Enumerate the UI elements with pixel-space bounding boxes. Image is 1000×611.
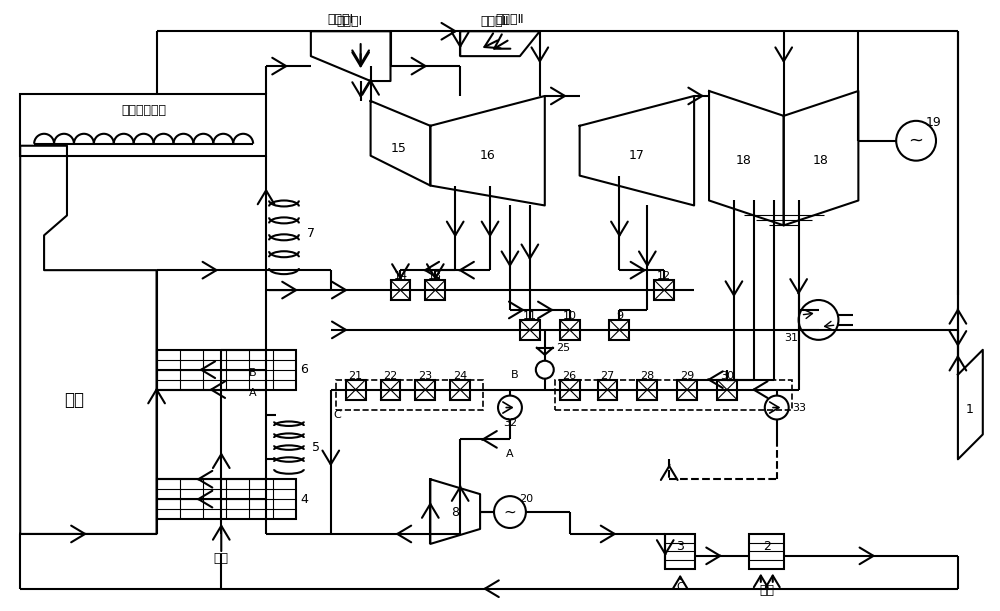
Bar — [560, 320, 580, 340]
Text: 13: 13 — [428, 271, 442, 281]
Text: 8: 8 — [451, 505, 459, 519]
Text: ~: ~ — [909, 132, 924, 150]
Text: 20: 20 — [519, 494, 533, 504]
Bar — [665, 534, 695, 569]
Text: 23: 23 — [418, 371, 432, 381]
Bar — [520, 320, 540, 340]
Text: 再热器Ⅱ: 再热器Ⅱ — [481, 15, 509, 27]
Bar — [749, 534, 784, 569]
Text: 空气: 空气 — [214, 552, 229, 565]
Text: 7: 7 — [307, 227, 315, 240]
Text: 12: 12 — [657, 271, 671, 281]
Bar — [598, 379, 617, 400]
Text: 22: 22 — [383, 371, 398, 381]
Bar — [425, 280, 445, 300]
Bar — [609, 320, 629, 340]
Text: 32: 32 — [503, 419, 517, 428]
Text: B: B — [249, 368, 257, 378]
Text: ~: ~ — [504, 505, 516, 519]
Bar — [157, 350, 296, 390]
Text: 26: 26 — [563, 371, 577, 381]
Text: C: C — [676, 582, 684, 591]
Bar — [677, 379, 697, 400]
Text: 28: 28 — [640, 371, 654, 381]
Text: 空气: 空气 — [759, 584, 774, 597]
Text: 15: 15 — [391, 142, 406, 155]
Text: 1: 1 — [966, 403, 974, 416]
Text: 33: 33 — [793, 403, 807, 412]
Text: 29: 29 — [680, 371, 694, 381]
Bar — [654, 280, 674, 300]
Text: 18: 18 — [813, 154, 828, 167]
Text: C: C — [334, 409, 342, 420]
Text: 3: 3 — [676, 540, 684, 554]
Bar — [560, 379, 580, 400]
Text: 10: 10 — [563, 311, 577, 321]
Bar — [391, 280, 410, 300]
Text: 24: 24 — [453, 371, 467, 381]
Text: 17: 17 — [628, 149, 644, 162]
Text: A: A — [249, 387, 257, 398]
Text: 锅炉: 锅炉 — [64, 390, 84, 409]
Text: 18: 18 — [736, 154, 752, 167]
Text: 再热器Ⅱ: 再热器Ⅱ — [496, 13, 524, 26]
Text: 2: 2 — [763, 540, 771, 554]
Bar — [157, 479, 296, 519]
Text: 5: 5 — [312, 441, 320, 454]
Text: 锅炉内换热器: 锅炉内换热器 — [121, 104, 166, 117]
Text: 27: 27 — [600, 371, 615, 381]
Text: 再热器Ⅰ: 再热器Ⅰ — [328, 13, 354, 26]
Bar — [415, 379, 435, 400]
Bar — [336, 379, 483, 409]
Bar — [555, 379, 792, 409]
Text: A: A — [506, 449, 514, 459]
Bar — [717, 379, 737, 400]
Text: 再热器Ⅰ: 再热器Ⅰ — [337, 15, 363, 27]
Text: 19: 19 — [926, 116, 942, 130]
Text: 14: 14 — [393, 271, 408, 281]
Bar — [381, 379, 400, 400]
Bar — [20, 94, 266, 156]
Bar — [346, 379, 366, 400]
Text: 30: 30 — [720, 371, 734, 381]
Text: 6: 6 — [300, 363, 308, 376]
Text: 11: 11 — [523, 311, 537, 321]
Text: 9: 9 — [616, 311, 623, 321]
Text: B: B — [511, 370, 519, 379]
Text: 21: 21 — [349, 371, 363, 381]
Bar — [637, 379, 657, 400]
Text: 25: 25 — [556, 343, 570, 353]
Text: 16: 16 — [479, 149, 495, 162]
Bar — [450, 379, 470, 400]
Text: 4: 4 — [300, 492, 308, 506]
Text: 31: 31 — [785, 333, 799, 343]
